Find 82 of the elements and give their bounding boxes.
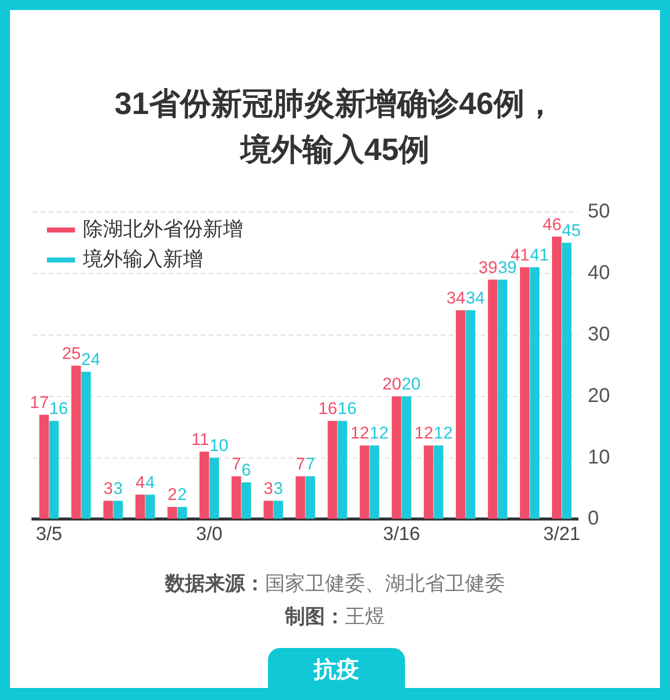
data-label: 12 bbox=[434, 424, 453, 443]
data-label: 45 bbox=[562, 220, 581, 240]
bar bbox=[338, 420, 348, 519]
text: 抗疫 bbox=[314, 656, 360, 682]
data-label: 46 bbox=[542, 214, 562, 234]
data-label: 17 bbox=[30, 392, 49, 412]
bar bbox=[466, 310, 476, 519]
bar bbox=[81, 372, 91, 519]
data-label: 10 bbox=[209, 436, 228, 455]
data-label: 16 bbox=[49, 399, 68, 418]
bar bbox=[456, 310, 466, 519]
bar bbox=[113, 500, 123, 519]
y-tick-label: 10 bbox=[588, 446, 610, 468]
data-label: 3 bbox=[113, 478, 123, 498]
y-tick-label: 50 bbox=[588, 200, 610, 223]
data-label: 3 bbox=[264, 478, 274, 498]
y-tick-label: 0 bbox=[588, 508, 599, 530]
bar bbox=[296, 476, 306, 519]
data-label: 39 bbox=[478, 258, 498, 277]
bar bbox=[306, 476, 316, 519]
legend-label: 境外输入新增 bbox=[82, 248, 203, 271]
data-label: 3 bbox=[274, 478, 283, 498]
y-tick-label: 30 bbox=[588, 323, 610, 346]
data-label: 7 bbox=[306, 454, 316, 474]
bar bbox=[370, 445, 380, 519]
bar bbox=[209, 458, 219, 519]
data-label: 4 bbox=[145, 472, 155, 492]
x-tick-label: 3/5 bbox=[36, 524, 62, 545]
data-label: 20 bbox=[382, 374, 402, 394]
y-tick-label: 20 bbox=[588, 384, 610, 407]
bar bbox=[488, 280, 498, 519]
bar bbox=[49, 420, 59, 519]
bar bbox=[145, 494, 155, 519]
bar bbox=[434, 445, 444, 519]
legend-label: 除湖北外省份新增 bbox=[83, 218, 243, 241]
data-label: 34 bbox=[446, 288, 466, 308]
data-label: 2 bbox=[168, 485, 177, 504]
data-label: 6 bbox=[241, 460, 251, 480]
chart-title: 31省份新冠肺炎新增确诊46例，境外输入45例 bbox=[114, 85, 556, 169]
data-label: 12 bbox=[370, 424, 389, 443]
x-tick-label: 3/21 bbox=[543, 524, 580, 545]
bar bbox=[177, 506, 187, 519]
data-label: 4 bbox=[135, 472, 145, 492]
bar bbox=[167, 506, 177, 519]
bar bbox=[530, 267, 540, 519]
bar bbox=[71, 366, 81, 519]
bar bbox=[402, 396, 412, 519]
data-label: 34 bbox=[466, 288, 485, 308]
data-label: 25 bbox=[62, 344, 81, 363]
y-tick-label: 40 bbox=[588, 262, 610, 284]
bar bbox=[200, 452, 210, 519]
bar bbox=[360, 445, 370, 519]
bar bbox=[520, 267, 530, 519]
data-label: 16 bbox=[338, 399, 357, 418]
data-label: 20 bbox=[402, 374, 421, 394]
bar bbox=[328, 420, 338, 519]
data-label: 24 bbox=[81, 350, 100, 369]
bar bbox=[39, 414, 49, 519]
bar bbox=[392, 396, 402, 519]
data-label: 12 bbox=[350, 424, 370, 443]
bar bbox=[264, 500, 274, 519]
data-label: 12 bbox=[414, 424, 434, 443]
x-tick-label: 3/0 bbox=[196, 524, 222, 545]
data-label: 7 bbox=[296, 454, 306, 474]
bar bbox=[274, 500, 284, 519]
bar bbox=[135, 494, 145, 519]
bar bbox=[424, 445, 434, 519]
bar bbox=[232, 476, 242, 519]
x-tick-label: 3/16 bbox=[383, 524, 420, 545]
bar bbox=[552, 236, 562, 519]
data-label: 7 bbox=[232, 454, 242, 474]
data-label: 3 bbox=[103, 478, 113, 498]
data-label: 11 bbox=[191, 430, 210, 449]
data-label: 2 bbox=[177, 485, 187, 504]
data-label: 16 bbox=[318, 399, 338, 418]
source-note: 数据来源：国家卫健委、湖北省卫健委 bbox=[165, 573, 505, 595]
bar bbox=[562, 242, 572, 519]
bar bbox=[103, 500, 113, 519]
text: 制图：王煜 bbox=[285, 606, 385, 628]
bar bbox=[241, 482, 252, 519]
data-label: 41 bbox=[530, 245, 549, 264]
bar bbox=[498, 280, 508, 519]
